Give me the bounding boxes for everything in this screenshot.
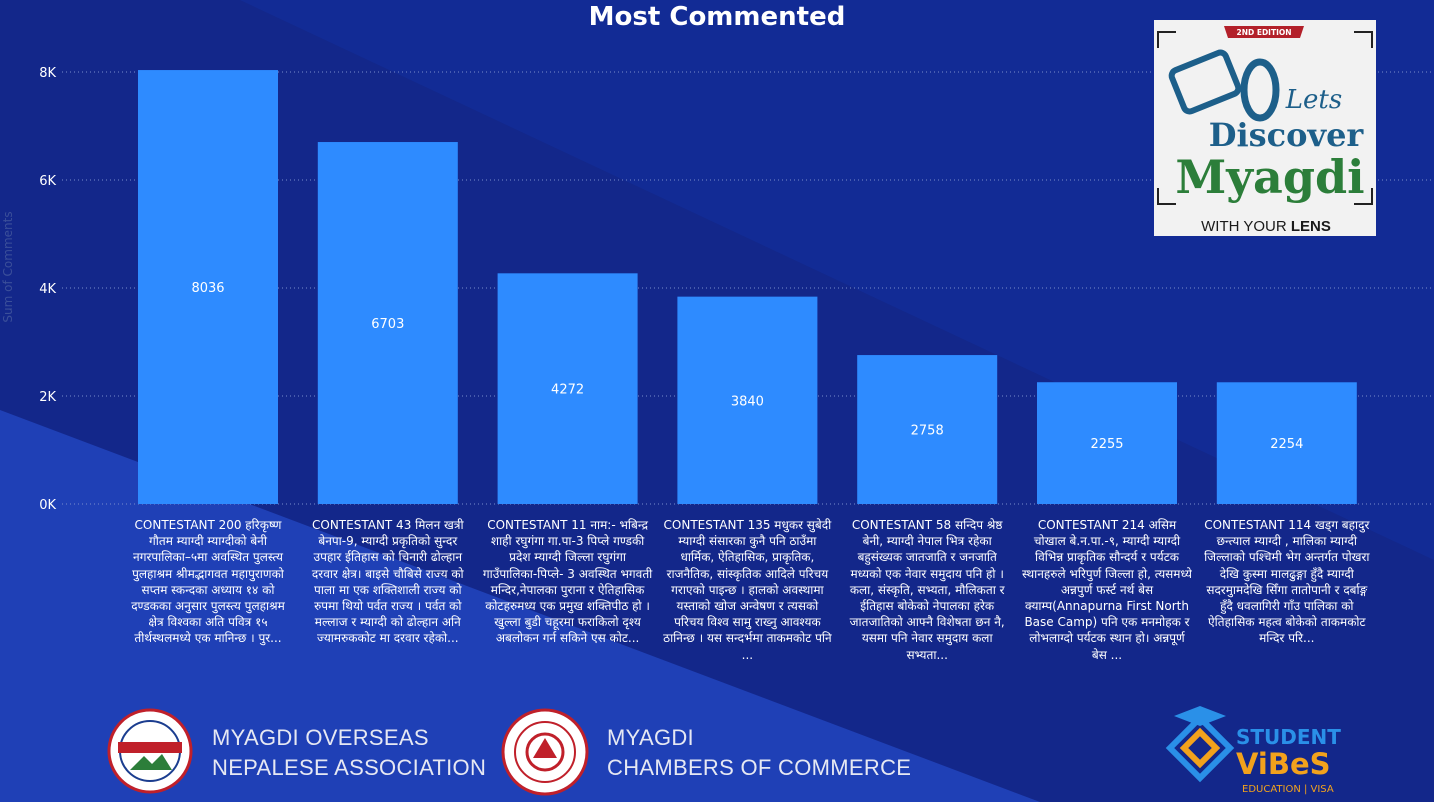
data-labels: 8036 6703 4272 3840 2758 2255 2254 xyxy=(191,281,1303,452)
association-name: MYAGDI OVERSEAS NEPALESE ASSOCIATION xyxy=(212,725,487,780)
bar xyxy=(497,273,638,504)
category-label-text: CONTESTANT 200 हरिकृष्ण गौतम म्याग्दी म्… xyxy=(131,518,285,646)
svg-text:Myagdi: Myagdi xyxy=(1175,150,1364,204)
category-label-text: CONTESTANT 43 मिलन खत्री बेनपा-9, म्याग्… xyxy=(311,518,464,646)
data-label: 2254 xyxy=(1270,437,1303,452)
data-label: 4272 xyxy=(551,383,584,398)
y-tick-label: 6K xyxy=(39,174,56,189)
bar-chart: 0K 2K 4K 6K 8K 8036 6703 4272 3840 2758 2255 2254 xyxy=(39,66,1434,513)
svg-text:EDUCATION | VISA: EDUCATION | VISA xyxy=(1242,784,1334,795)
y-ticks: 0K 2K 4K 6K 8K xyxy=(39,66,56,513)
svg-text:2ND EDITION: 2ND EDITION xyxy=(1236,28,1291,37)
y-tick-label: 2K xyxy=(39,390,56,405)
category-label: CONTESTANT 200 हरिकृष्ण गौतम म्याग्दी म्… xyxy=(123,517,293,681)
data-label: 2758 xyxy=(911,424,944,439)
bar xyxy=(138,70,278,504)
svg-text:Lets: Lets xyxy=(1285,85,1342,115)
category-label-text: CONTESTANT 11 नाम:- भबिन्द्र शाही रघुगंग… xyxy=(482,518,653,646)
chamber-seal xyxy=(501,708,589,796)
category-label: CONTESTANT 135 मधुकर सुबेदी म्याग्दी संस… xyxy=(662,517,832,681)
category-label-text: CONTESTANT 58 सन्दिप श्रेष्ठ बेनी, म्याग… xyxy=(849,518,1005,662)
chart-title: Most Commented xyxy=(588,2,846,32)
y-tick-label: 4K xyxy=(39,282,56,297)
y-tick-label: 0K xyxy=(39,498,56,513)
bar xyxy=(857,355,998,504)
lens-icon xyxy=(1240,58,1280,122)
data-label: 3840 xyxy=(731,394,764,409)
data-label: 6703 xyxy=(371,317,404,332)
bars xyxy=(138,70,1357,504)
category-label: CONTESTANT 43 मिलन खत्री बेनपा-9, म्याग्… xyxy=(303,517,473,681)
lets-discover-myagdi-logo: 2ND EDITION Lets Discover Myagdi WITH YO… xyxy=(1154,20,1376,236)
logo-graphic: 2ND EDITION Lets Discover Myagdi WITH YO… xyxy=(1157,26,1373,235)
svg-text:WITH YOUR LENS: WITH YOUR LENS xyxy=(1201,218,1331,235)
grid-lines xyxy=(62,71,1434,505)
category-label-text: CONTESTANT 135 मधुकर सुबेदी म्याग्दी संस… xyxy=(663,518,832,662)
category-label: CONTESTANT 11 नाम:- भबिन्द्र शाही रघुगंग… xyxy=(483,517,653,681)
y-tick-label: 8K xyxy=(39,66,56,81)
background-shape-left xyxy=(0,410,1040,802)
student-vibes-logo: STUDENT ViBeS EDUCATION | VISA xyxy=(1165,706,1341,795)
category-label-text: CONTESTANT 214 असिम चोखाल बे.न.पा.-९, म्… xyxy=(1022,518,1192,662)
category-label: CONTESTANT 114 खड्ग बहादुर छन्त्याल म्या… xyxy=(1202,517,1372,681)
data-label: 2255 xyxy=(1090,437,1123,452)
category-label: CONTESTANT 214 असिम चोखाल बे.न.पा.-९, म्… xyxy=(1022,517,1192,681)
camera-icon xyxy=(1168,49,1242,115)
category-label: CONTESTANT 58 सन्दिप श्रेष्ठ बेनी, म्याग… xyxy=(842,517,1012,681)
svg-text:Discover: Discover xyxy=(1209,116,1365,154)
bar xyxy=(317,142,458,504)
svg-text:ViBeS: ViBeS xyxy=(1236,747,1331,781)
bar xyxy=(1216,382,1357,504)
mona-association-seal xyxy=(107,708,193,794)
edition-ribbon xyxy=(1224,26,1304,38)
bar xyxy=(677,296,818,504)
svg-text:STUDENT: STUDENT xyxy=(1236,725,1341,749)
chamber-name: MYAGDI CHAMBERS OF COMMERCE xyxy=(607,725,912,780)
bar xyxy=(1037,382,1177,504)
category-label-text: CONTESTANT 114 खड्ग बहादुर छन्त्याल म्या… xyxy=(1204,518,1370,646)
data-label: 8036 xyxy=(191,281,224,296)
